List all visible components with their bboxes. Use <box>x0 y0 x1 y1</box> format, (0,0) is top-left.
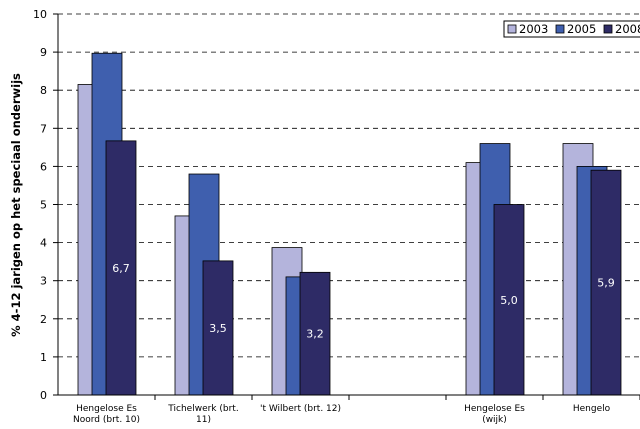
data-label: 5,0 <box>500 294 518 307</box>
data-labels: 6,7 3,5 3,2 5,0 5,9 <box>112 262 615 341</box>
legend-label: 2003 <box>519 22 548 36</box>
y-tick-labels: 0 1 2 3 4 5 6 7 8 9 10 <box>33 8 47 402</box>
category-label: Noord (brt. 10) <box>73 415 140 425</box>
bars <box>77 52 622 396</box>
legend-swatch <box>603 24 613 34</box>
gridlines <box>53 13 640 400</box>
y-tick-label: 4 <box>40 237 47 250</box>
axes <box>57 14 640 396</box>
y-tick-label: 6 <box>40 160 47 173</box>
legend-label: 2008 <box>615 22 640 36</box>
y-tick-label: 5 <box>40 199 47 212</box>
category-label: Hengelose Es <box>76 404 137 414</box>
y-tick-label: 10 <box>33 8 47 21</box>
data-label: 5,9 <box>597 277 615 290</box>
y-tick-label: 3 <box>40 275 47 288</box>
bar-2008 <box>105 140 137 396</box>
bar-2008 <box>202 260 234 396</box>
y-tick-label: 2 <box>40 313 47 326</box>
y-axis-label: % 4-12 jarigen op het speciaal onderwijs <box>9 73 23 337</box>
legend-swatch <box>555 24 565 34</box>
y-tick-label: 7 <box>40 122 47 135</box>
category-label: Tichelwerk (brt. <box>167 404 238 414</box>
bar-2008 <box>299 271 331 396</box>
y-tick-label: 1 <box>40 351 47 364</box>
legend-label: 2005 <box>567 22 596 36</box>
category-label: Hengelo <box>573 404 611 414</box>
data-label: 3,2 <box>306 328 324 341</box>
category-label: (wijk) <box>482 415 507 425</box>
category-label: 11) <box>196 415 211 425</box>
y-tick-label: 9 <box>40 46 47 59</box>
data-label: 6,7 <box>112 262 130 275</box>
y-tick-label: 8 <box>40 84 47 97</box>
y-tick-label: 0 <box>40 389 47 402</box>
data-label: 3,5 <box>209 322 227 335</box>
category-label: 't Wilbert (brt. 12) <box>260 404 341 414</box>
category-label: Hengelose Es <box>464 404 525 414</box>
legend-swatch <box>507 24 517 34</box>
bar-2008 <box>493 204 525 396</box>
legend: 2003 2005 2008 <box>503 20 640 38</box>
